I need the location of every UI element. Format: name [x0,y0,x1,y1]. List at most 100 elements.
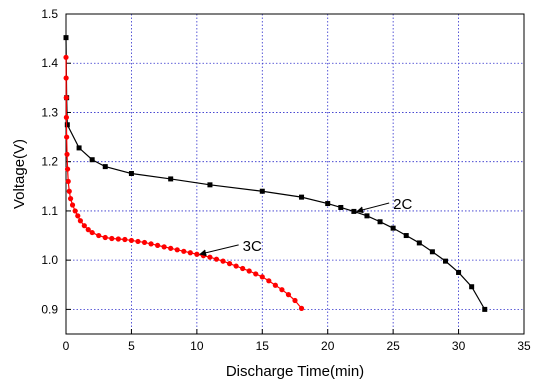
data-point [141,239,148,246]
data-point [246,268,252,274]
data-point [72,208,78,214]
data-point [102,164,108,170]
data-point [122,236,128,243]
data-point [351,208,357,214]
annotation-arrow [356,202,390,214]
data-point [75,213,81,219]
data-point [285,292,292,298]
data-point [220,258,226,264]
data-point [416,240,422,246]
data-point [66,188,72,194]
data-point [115,236,121,242]
x-axis-title: Discharge Time(min) [226,363,364,379]
data-point [253,271,259,277]
y-tick-label: 0.9 [41,302,58,316]
data-point [81,223,87,229]
data-point [259,188,265,194]
data-point [259,274,265,280]
data-point [168,176,174,182]
data-point [63,114,69,120]
data-point [377,219,383,225]
data-point [325,201,331,207]
data-point [128,237,135,244]
x-tick-label: 15 [256,339,270,353]
annotations: 2C 3C [199,196,412,257]
data-point [67,196,74,202]
data-point [266,278,272,284]
data-point [168,245,174,251]
data-point [240,265,246,272]
series-3C [63,54,305,311]
x-tick-label: 25 [386,339,400,353]
data-point [64,122,70,128]
axes: 0 5 10 15 20 25 30 35 0.9 1.0 1.1 1.2 1.3 1.4 1.5 [41,7,531,353]
y-tick-label: 1.3 [41,105,58,119]
data-point [77,218,83,224]
series-layer [63,35,488,312]
data-point [338,204,344,210]
data-point [442,258,448,264]
y-tick-label: 1.4 [41,56,58,70]
y-axis-title: Voltage(V) [11,139,28,209]
data-point [390,225,396,231]
data-point [69,202,76,208]
data-point [135,238,141,245]
annotation-arrow [199,244,239,257]
data-point [63,35,69,41]
data-point [89,229,95,236]
data-point [233,263,239,269]
data-point [76,145,82,151]
data-point [279,287,285,293]
x-tick-label: 5 [128,339,135,353]
series-line-3C [65,57,303,309]
data-point [187,250,193,256]
data-point [64,166,71,172]
series-line-2C [65,37,486,310]
data-point [272,282,278,288]
data-point [63,75,69,81]
data-point [128,171,134,177]
data-point [292,297,298,304]
data-point [456,269,462,275]
data-point [161,244,167,250]
data-point [64,134,70,140]
data-point [174,247,180,253]
data-point [226,261,233,267]
series-2C [63,35,488,312]
annotation-label: 3C [243,238,262,255]
x-tick-label: 35 [517,339,531,353]
data-point [65,178,71,184]
data-point [207,182,213,188]
data-point [207,254,213,260]
y-tick-label: 1.5 [41,7,58,21]
data-point [181,248,187,254]
data-point [299,194,305,200]
data-point [482,306,488,312]
data-point [364,213,370,219]
data-point [403,233,409,239]
data-point [102,234,108,241]
data-point [469,284,475,290]
x-tick-label: 10 [190,339,204,353]
plot-frame [65,13,525,335]
annotation-label: 2C [393,196,412,213]
data-point [64,151,70,157]
data-point [429,249,435,255]
data-point [298,305,305,311]
x-tick-label: 20 [321,339,335,353]
data-point [63,95,69,101]
data-point [155,242,161,248]
data-point [194,251,200,257]
y-tick-label: 1.2 [41,155,58,169]
data-point [148,241,154,247]
data-point [63,54,69,60]
data-point [85,227,91,233]
data-point [96,232,102,239]
y-tick-label: 1.1 [41,204,58,218]
data-point [109,235,115,242]
x-tick-label: 30 [452,339,466,353]
x-tick-label: 0 [63,339,70,353]
y-tick-label: 1.0 [41,253,58,267]
data-point [89,157,95,163]
